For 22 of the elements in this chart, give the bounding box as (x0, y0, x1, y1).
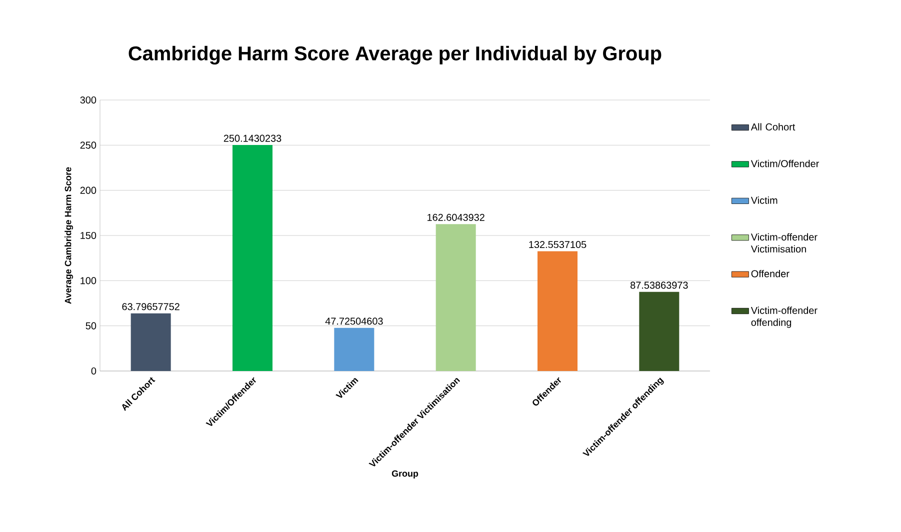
chart-title: Cambridge Harm Score Average per Individual by Group (128, 46, 662, 64)
data-label: 47.72504603 (325, 318, 383, 325)
legend-label: Victim/Offender (750, 160, 820, 168)
y-tick-label: 300 (80, 96, 96, 104)
legend-label: Victim-offender Victimisation (750, 233, 818, 253)
legend-label: Offender (751, 270, 790, 278)
legend-label: Victim-offender offending (750, 306, 818, 328)
data-label: 63.79657752 (122, 303, 180, 310)
data-label: 250.1430233 (224, 134, 282, 142)
data-label: 162.6043932 (428, 214, 484, 221)
x-axis-title: Group (392, 470, 418, 478)
y-tick-label: 0 (91, 367, 96, 375)
y-tick-label: 250 (80, 142, 96, 149)
y-tick-label: 150 (80, 232, 96, 240)
legend-label: Victim (750, 196, 778, 204)
y-tick-label: 200 (80, 186, 96, 194)
legend-label: All Cohort (750, 123, 796, 130)
y-tick-label: 100 (80, 277, 96, 284)
y-tick-label: 50 (86, 322, 96, 330)
data-label: 132.5537105 (529, 241, 586, 248)
data-label: 87.53863973 (630, 282, 688, 289)
y-axis-title: Average Cambridge Harm Score (64, 167, 74, 304)
